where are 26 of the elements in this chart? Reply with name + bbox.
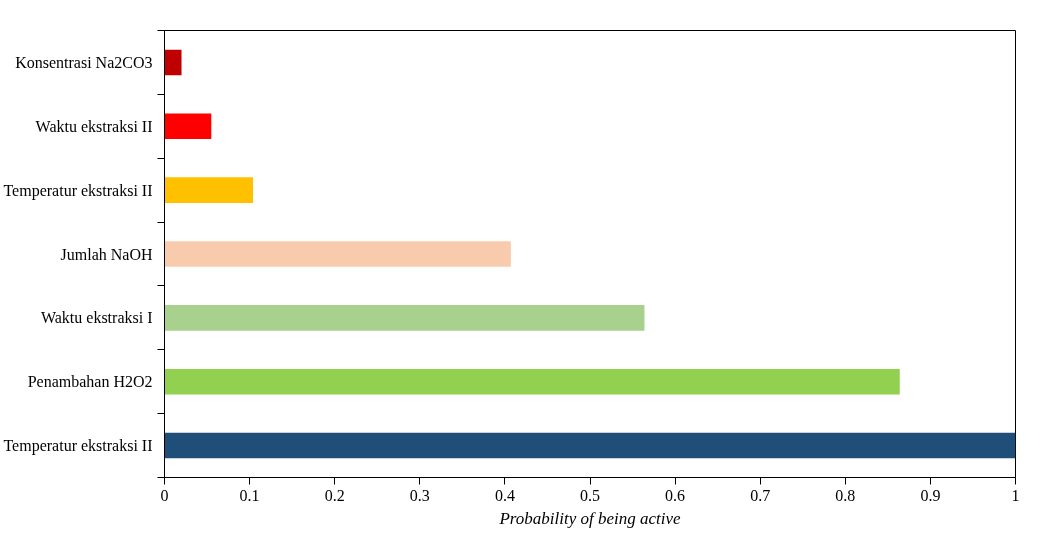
bar <box>164 49 182 76</box>
x-tick-label: 0.8 <box>835 486 856 504</box>
bar <box>164 241 511 267</box>
x-tick-label: 1 <box>1011 486 1020 504</box>
y-tick-label: Konsentrasi Na2CO3 <box>15 53 153 71</box>
y-tick-label: Temperatur ekstraksi II <box>3 181 153 200</box>
y-tick-label: Temperatur ekstraksi II <box>3 437 153 456</box>
y-tick-label: Waktu ekstraksi I <box>40 309 153 327</box>
bar <box>164 113 212 140</box>
bar <box>164 368 900 395</box>
x-tick-label: 0.3 <box>409 486 430 504</box>
x-tick-label: 0.4 <box>494 486 515 504</box>
y-tick-label: Jumlah NaOH <box>60 245 153 263</box>
bar <box>164 305 645 331</box>
x-tick-label: 0.6 <box>665 486 686 504</box>
bar <box>164 432 1016 459</box>
y-tick-label: Waktu ekstraksi II <box>35 117 153 135</box>
x-tick-label: 0.9 <box>920 486 941 504</box>
x-tick-label: 0 <box>160 486 169 504</box>
x-axis-title: Probability of being active <box>498 508 682 528</box>
x-tick-label: 0.5 <box>580 486 600 504</box>
x-tick-label: 0.1 <box>239 486 260 504</box>
bar <box>164 177 253 203</box>
x-tick-label: 0.7 <box>750 486 771 504</box>
y-tick-label: Penambahan H2O2 <box>27 373 153 391</box>
x-tick-label: 0.2 <box>324 486 345 504</box>
